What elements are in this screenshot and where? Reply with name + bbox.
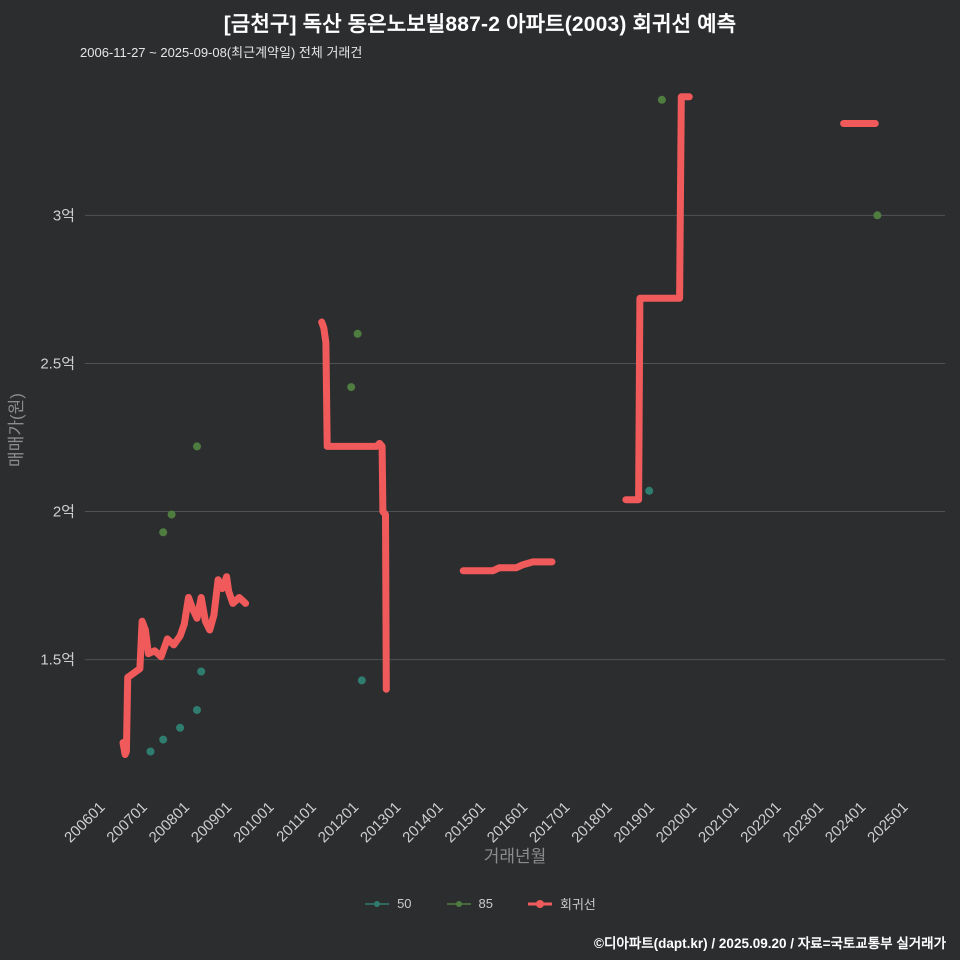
scatter-point-85 [159,528,168,537]
regression-line-segment [318,318,390,693]
legend-marker-icon [365,900,390,907]
y-tick-label: 2.5억 [40,355,75,372]
y-tick-label: 2억 [53,504,75,521]
legend-marker-icon [528,899,553,908]
x-tick-label: 202001 [653,799,700,846]
x-tick-label: 201701 [526,799,573,846]
x-tick-label: 202101 [695,799,742,846]
x-tick-label: 201801 [568,799,615,846]
y-axis-title: 매매가(원) [7,393,26,467]
scatter-point-85 [347,383,356,392]
x-tick-label: 200801 [146,799,193,846]
x-tick-label: 200901 [188,799,235,846]
scatter-point-85 [353,329,362,338]
chart-legend: 50 85 회귀선 [0,894,960,913]
scatter-point-50 [159,735,168,744]
x-axis-title: 거래년월 [484,847,547,866]
price-chart[interactable]: 3억 2.5억 2억 1.5억 2006012007012008012009012010… [0,70,960,880]
scatter-point-50 [193,706,201,714]
legend-item-50[interactable]: 50 [364,896,412,911]
x-tick-label: 201501 [442,799,489,846]
x-tick-label: 202301 [780,799,827,846]
scatter-point-50 [645,486,654,495]
scatter-point-50 [197,667,206,676]
x-tick-label: 201601 [484,799,531,846]
legend-label: 85 [478,896,494,911]
regression-line-segment [119,573,250,758]
legend-item-85[interactable]: 85 [446,896,493,911]
regression-line-segment [459,558,556,575]
y-tick-label: 1.5억 [40,652,75,669]
legend-label: 회귀선 [560,897,596,912]
scatter-point-85 [873,211,882,220]
x-tick-label: 202501 [864,799,911,846]
legend-label: 50 [397,896,412,911]
x-tick-label: 200701 [103,799,150,846]
scatter-point-85 [657,95,666,104]
scatter-point-50 [176,723,185,732]
legend-marker-icon [446,900,471,907]
scatter-point-85 [167,510,176,519]
x-tick-label: 201101 [273,799,320,846]
scatter-point-50 [146,747,155,756]
x-tick-label: 202401 [822,799,869,846]
x-tick-label: 202201 [737,799,784,846]
scatter-point-85 [193,442,201,451]
regression-line-segment [622,93,693,504]
x-tick-label: 200601 [61,799,108,846]
legend-item-회귀선[interactable]: 회귀선 [527,894,596,913]
footer-credit: ©디아파트(dapt.kr) / 2025.09.20 / 자료=국토교통부 실… [594,936,946,951]
x-tick-label: 201301 [357,799,404,846]
x-tick-label: 201901 [611,799,658,846]
x-tick-label: 201001 [230,799,277,846]
x-tick-label: 201401 [399,799,446,846]
chart-subtitle: 2006-11-27 ~ 2025-09-08(최근계약일) 전체 거래건 [80,45,363,60]
scatter-point-50 [357,676,366,685]
chart-title: [금천구] 독산 동은노보빌887-2 아파트(2003) 회귀선 예측 [223,13,737,36]
y-tick-label: 3억 [53,207,75,224]
x-tick-label: 201201 [315,799,362,846]
